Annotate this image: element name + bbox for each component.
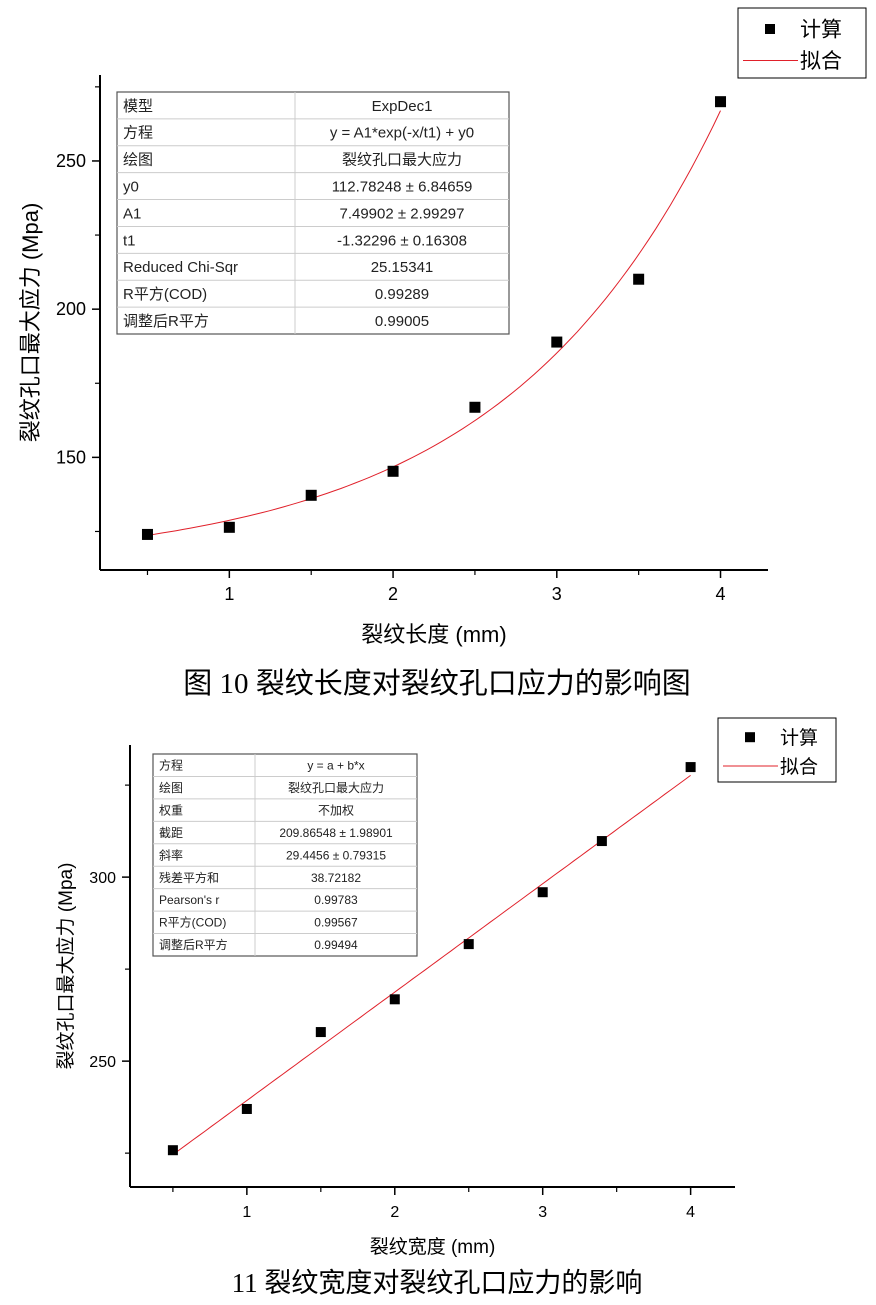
table-cell-label: 截距 [159,826,183,840]
table-cell-value: 0.99567 [314,916,358,930]
table-cell-value: 0.99289 [375,286,429,303]
legend-label: 计算 [780,727,818,749]
table-cell-value: 0.99494 [314,938,358,952]
table-cell-value: ExpDec1 [372,98,433,115]
table-cell-label: 绘图 [123,152,153,169]
legend-marker-icon [745,732,755,743]
legend-label: 拟合 [780,756,818,778]
table-cell-value: 29.4456 ± 0.79315 [286,848,386,862]
table-cell-label: 方程 [159,758,183,773]
data-point [223,521,235,533]
data-point [387,465,399,477]
data-point [633,273,645,285]
table-cell-value: 7.49902 ± 2.99297 [339,205,464,222]
y-tick-label: 250 [89,1054,116,1071]
y-tick-label: 250 [56,151,86,171]
x-axis-label: 裂纹长度 (mm) [361,622,506,647]
table-cell-value: 209.86548 ± 1.98901 [279,826,393,840]
x-tick-label: 1 [242,1204,251,1221]
table-cell-label: 方程 [123,125,153,142]
data-point [685,762,696,773]
y-axis-label: 裂纹孔口最大应力 (Mpa) [18,203,43,443]
data-point [141,528,153,540]
x-axis-label: 裂纹宽度 (mm) [370,1236,496,1258]
legend-label: 计算 [800,19,842,42]
table-cell-value: 0.99783 [314,893,358,907]
table-cell-label: t1 [123,232,136,249]
table-cell-label: R平方(COD) [159,915,226,930]
fit-line [147,110,721,536]
x-tick-label: 4 [716,584,726,604]
table-cell-label: A1 [123,205,141,222]
x-tick-label: 2 [390,1204,399,1221]
table-cell-label: R平方(COD) [123,286,207,303]
data-point [315,1027,326,1038]
y-axis-label: 裂纹孔口最大应力 (Mpa) [55,863,77,1070]
data-point [241,1103,252,1114]
table-cell-label: 权重 [159,803,183,817]
figure-caption: 11 裂纹宽度对裂纹孔口应力的影响 [232,1268,643,1298]
legend-marker-icon [765,24,775,34]
table-cell-value: 不加权 [318,803,354,817]
table-cell-label: 模型 [123,98,153,115]
table-cell-label: 调整后R平方 [159,937,228,952]
y-tick-label: 300 [89,870,116,887]
chart-1: 1 2 3 4 150 200 250 裂纹长度 (mm) 裂纹孔口最大应力 (Mpa) 图 10… [18,7,867,700]
x-tick-label: 3 [552,584,562,604]
legend-frame [717,717,837,783]
data-point [389,994,400,1005]
table-cell-label: Reduced Chi-Sqr [123,259,238,276]
chart-2: 1 2 3 4 250 300 裂纹宽度 (mm) 裂纹孔口最大应力 (Mpa) 11 裂纹宽度… [55,717,837,1298]
x-tick-label: 1 [224,584,234,604]
x-tick-label: 3 [538,1204,547,1221]
data-point [551,336,563,348]
table-cell-value: 25.15341 [371,259,434,276]
y-tick-label: 150 [56,447,86,467]
y-tick-label: 200 [56,299,86,319]
table-cell-label: 残差平方和 [159,870,219,885]
table-cell-value: 0.99005 [375,313,429,330]
data-point [463,939,474,950]
table-frame [152,753,418,957]
data-point [469,401,481,413]
table-cell-value: 裂纹孔口最大应力 [342,151,462,169]
table-cell-value: 裂纹孔口最大应力 [288,780,384,795]
table-frame [116,91,510,335]
table-cell-value: 38.72182 [311,871,361,885]
table-cell-label: 斜率 [159,847,183,862]
table-cell-label: Pearson's r [159,893,219,907]
x-tick-label: 2 [388,584,398,604]
data-point [167,1145,178,1156]
data-point [596,836,607,847]
table-cell-value: y = A1*exp(-x/t1) + y0 [330,125,474,142]
table-cell-value: y = a + b*x [307,759,364,773]
data-point [715,96,727,108]
figure-caption: 图 10 裂纹长度对裂纹孔口应力的影响图 [183,667,691,700]
data-point [305,489,317,501]
legend-frame [737,7,867,79]
data-point [537,887,548,898]
table-cell-label: y0 [123,179,139,196]
table-cell-value: -1.32296 ± 0.16308 [337,232,467,249]
table-cell-label: 调整后R平方 [123,313,209,330]
table-cell-value: 112.78248 ± 6.84659 [332,179,473,196]
legend-label: 拟合 [800,50,842,73]
table-cell-label: 绘图 [159,780,183,795]
fit-results-table: 模型 ExpDec1 方程 y = A1*exp(-x/t1) + y0 绘图 裂纹孔口最… [116,91,510,335]
x-tick-label: 4 [686,1204,695,1221]
